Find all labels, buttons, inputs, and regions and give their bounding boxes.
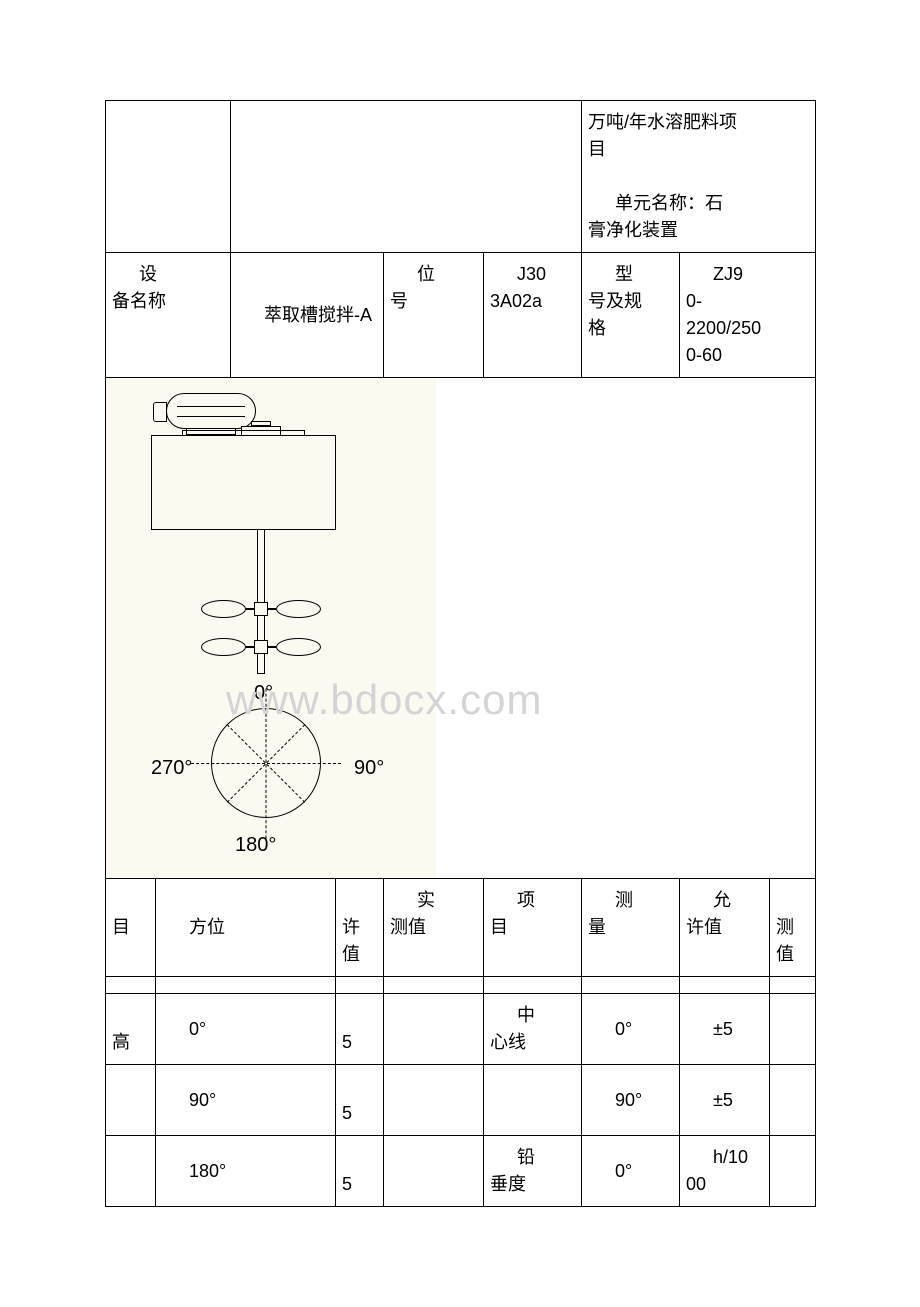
motor-body	[166, 393, 256, 429]
r3-c3: 5	[336, 1136, 384, 1207]
r1-c6: 0°	[582, 994, 680, 1065]
r2-c8	[770, 1065, 816, 1136]
hub-1	[254, 602, 268, 616]
r3-c7: h/1000	[680, 1136, 770, 1207]
r1-c8	[770, 994, 816, 1065]
unit-label: 单元名称：石	[615, 193, 723, 213]
r2-c4	[384, 1065, 484, 1136]
compass	[211, 708, 321, 818]
r3-c4	[384, 1136, 484, 1207]
compass-label-90: 90°	[354, 753, 384, 783]
unit-value: 膏净化装置	[588, 220, 678, 240]
th-measured2: 测值	[770, 879, 816, 977]
th-allow1: 许值	[336, 879, 384, 977]
pos-value-cell: J303A02a	[484, 253, 582, 378]
th-item2: 项目	[484, 879, 582, 977]
equipment-row: 设备名称 萃取槽搅拌-A 位号 J303A02a 型号及规格 ZJ90-2200…	[106, 253, 816, 378]
data-header-row: 目 方位 许值 实测值 项目 测量 允许值 测值	[106, 879, 816, 977]
r2-c6: 90°	[582, 1065, 680, 1136]
r3-c1	[106, 1136, 156, 1207]
r2-c7: ±5	[680, 1065, 770, 1136]
equip-name-value: 萃取槽搅拌-A	[264, 305, 372, 325]
motor-cap	[153, 402, 167, 422]
header-row-1: 万吨/年水溶肥料项 目 单元名称：石 膏净化装置	[106, 101, 816, 253]
compass-label-270: 270°	[151, 753, 192, 783]
equip-name-label: 设	[139, 264, 157, 284]
data-row-2: 90° 5 90° ±5	[106, 1065, 816, 1136]
r1-c3: 5	[336, 994, 384, 1065]
r3-c8	[770, 1136, 816, 1207]
pos-label-cell: 位号	[384, 253, 484, 378]
header-blank-1	[106, 101, 231, 253]
data-row-3: 180° 5 铅垂度 0° h/1000	[106, 1136, 816, 1207]
compass-label-180: 180°	[235, 830, 276, 860]
r2-c3: 5	[336, 1065, 384, 1136]
shaft-end	[257, 656, 265, 674]
th-direction: 方位	[156, 879, 336, 977]
diagram-background: 0° 90° 180° 270°	[106, 378, 436, 878]
project-cell: 万吨/年水溶肥料项 目 单元名称：石 膏净化装置	[582, 101, 816, 253]
motor-lines	[177, 398, 245, 426]
r1-c5: 中心线	[484, 994, 582, 1065]
r2-c5	[484, 1065, 582, 1136]
th-measure: 测量	[582, 879, 680, 977]
document-page: 万吨/年水溶肥料项 目 单元名称：石 膏净化装置 设备名称 萃取槽搅拌-A 位号…	[105, 100, 815, 1207]
main-table: 万吨/年水溶肥料项 目 单元名称：石 膏净化装置 设备名称 萃取槽搅拌-A 位号…	[105, 100, 816, 1207]
hub-2	[254, 640, 268, 654]
model-value-cell: ZJ90-2200/2500-60	[680, 253, 816, 378]
th-measured1: 实测值	[384, 879, 484, 977]
r3-c6: 0°	[582, 1136, 680, 1207]
gearbox	[151, 435, 336, 530]
r3-c5: 铅垂度	[484, 1136, 582, 1207]
spacer-row	[106, 977, 816, 994]
gearbox-top	[182, 430, 305, 436]
motor-assembly	[166, 393, 256, 429]
equip-name-label-cell: 设备名称	[106, 253, 231, 378]
r1-c1: 高	[106, 994, 156, 1065]
diagram-cell: 0° 90° 180° 270° www.bdocx.com	[106, 378, 816, 879]
r2-c2: 90°	[156, 1065, 336, 1136]
diagram-row: 0° 90° 180° 270° www.bdocx.com	[106, 378, 816, 879]
r1-c2: 0°	[156, 994, 336, 1065]
r2-c1	[106, 1065, 156, 1136]
r1-c4	[384, 994, 484, 1065]
header-blank-2	[231, 101, 582, 253]
data-row-1: 高 0° 5 中心线 0° ±5	[106, 994, 816, 1065]
th-allow2: 允许值	[680, 879, 770, 977]
project-line2: 目	[588, 139, 606, 159]
compass-label-0: 0°	[254, 678, 273, 708]
project-line1: 万吨/年水溶肥料项	[588, 112, 737, 132]
blade-left-2	[201, 638, 246, 656]
blade-left-1	[201, 600, 246, 618]
r1-c7: ±5	[680, 994, 770, 1065]
equip-name-value-cell: 萃取槽搅拌-A	[231, 253, 384, 378]
blade-right-2	[276, 638, 321, 656]
th-item1: 目	[106, 879, 156, 977]
r3-c2: 180°	[156, 1136, 336, 1207]
blade-right-1	[276, 600, 321, 618]
model-label-cell: 型号及规格	[582, 253, 680, 378]
